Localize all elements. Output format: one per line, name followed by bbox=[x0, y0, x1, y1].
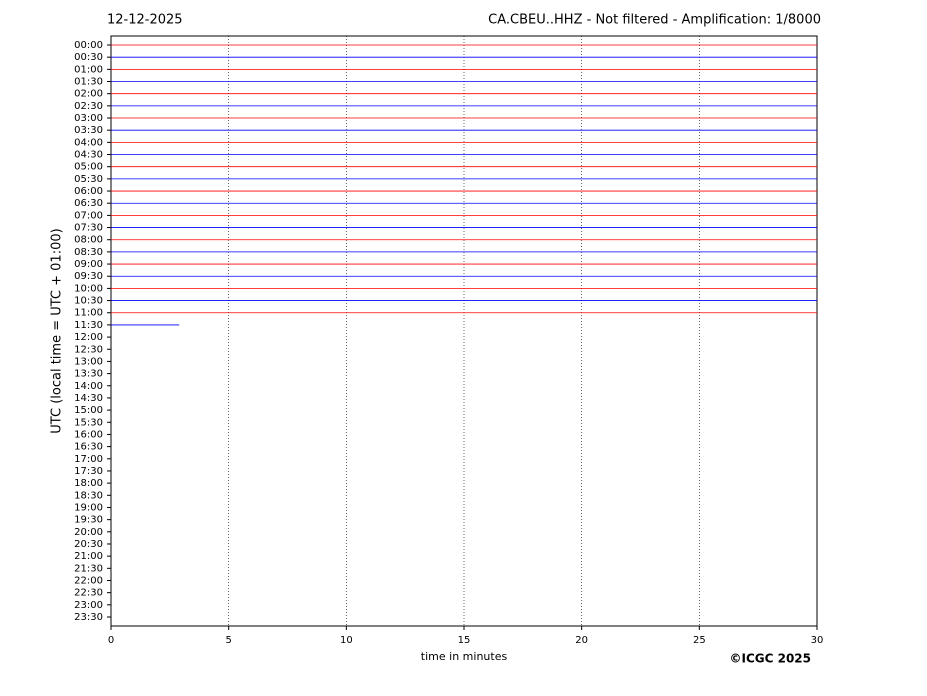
y-tick-label: 00:30 bbox=[74, 52, 103, 63]
x-tick-label: 20 bbox=[575, 635, 588, 646]
y-tick-label: 17:30 bbox=[74, 466, 103, 477]
y-tick-label: 21:30 bbox=[74, 563, 103, 574]
x-tick-label: 10 bbox=[340, 635, 353, 646]
y-tick-label: 03:00 bbox=[74, 113, 103, 124]
y-tick-label: 11:00 bbox=[74, 308, 103, 319]
chart-title: CA.CBEU..HHZ - Not filtered - Amplificat… bbox=[488, 13, 821, 28]
copyright: ©ICGC 2025 bbox=[729, 652, 811, 666]
y-tick-label: 14:00 bbox=[74, 381, 103, 392]
y-tick-label: 22:30 bbox=[74, 588, 103, 599]
y-tick-label: 10:30 bbox=[74, 296, 103, 307]
y-tick-label: 06:30 bbox=[74, 198, 103, 209]
y-tick-label: 19:00 bbox=[74, 502, 103, 513]
y-tick-label: 05:30 bbox=[74, 174, 103, 185]
y-tick-label: 23:30 bbox=[74, 612, 103, 623]
y-tick-label: 12:30 bbox=[74, 344, 103, 355]
y-tick-label: 13:00 bbox=[74, 356, 103, 367]
y-tick-label: 01:30 bbox=[74, 77, 103, 88]
y-tick-label: 13:30 bbox=[74, 369, 103, 380]
y-tick-label: 15:30 bbox=[74, 417, 103, 428]
y-tick-label: 06:00 bbox=[74, 186, 103, 197]
y-tick-label: 08:30 bbox=[74, 247, 103, 258]
y-axis-label: UTC (local time = UTC + 01:00) bbox=[50, 228, 65, 433]
date: 12-12-2025 bbox=[107, 13, 183, 28]
x-tick-label: 15 bbox=[458, 635, 471, 646]
x-tick-label: 30 bbox=[811, 635, 824, 646]
y-tick-label: 04:00 bbox=[74, 137, 103, 148]
y-tick-label: 07:00 bbox=[74, 210, 103, 221]
y-tick-label: 00:00 bbox=[74, 40, 103, 51]
y-tick-label: 04:30 bbox=[74, 150, 103, 161]
x-tick-label: 25 bbox=[693, 635, 706, 646]
y-tick-label: 09:00 bbox=[74, 259, 103, 270]
y-tick-label: 21:00 bbox=[74, 551, 103, 562]
y-tick-label: 03:30 bbox=[74, 125, 103, 136]
y-tick-label: 18:30 bbox=[74, 490, 103, 501]
y-tick-label: 02:30 bbox=[74, 101, 103, 112]
y-tick-label: 17:00 bbox=[74, 454, 103, 465]
y-tick-label: 16:00 bbox=[74, 429, 103, 440]
y-tick-label: 10:00 bbox=[74, 283, 103, 294]
x-tick-label: 0 bbox=[108, 635, 114, 646]
y-tick-label: 14:30 bbox=[74, 393, 103, 404]
y-tick-label: 11:30 bbox=[74, 320, 103, 331]
y-tick-label: 23:00 bbox=[74, 600, 103, 611]
y-tick-label: 02:00 bbox=[74, 89, 103, 100]
y-tick-label: 09:30 bbox=[74, 271, 103, 282]
y-tick-label: 20:30 bbox=[74, 539, 103, 550]
x-axis-label: time in minutes bbox=[421, 650, 508, 663]
x-tick-label: 5 bbox=[225, 635, 231, 646]
y-tick-label: 22:00 bbox=[74, 575, 103, 586]
y-tick-label: 16:30 bbox=[74, 442, 103, 453]
y-tick-label: 08:00 bbox=[74, 235, 103, 246]
y-tick-label: 20:00 bbox=[74, 527, 103, 538]
y-tick-label: 18:00 bbox=[74, 478, 103, 489]
y-tick-label: 07:30 bbox=[74, 223, 103, 234]
y-tick-label: 19:30 bbox=[74, 515, 103, 526]
y-tick-label: 01:00 bbox=[74, 64, 103, 75]
y-tick-label: 12:00 bbox=[74, 332, 103, 343]
y-tick-label: 05:00 bbox=[74, 162, 103, 173]
y-tick-label: 15:00 bbox=[74, 405, 103, 416]
